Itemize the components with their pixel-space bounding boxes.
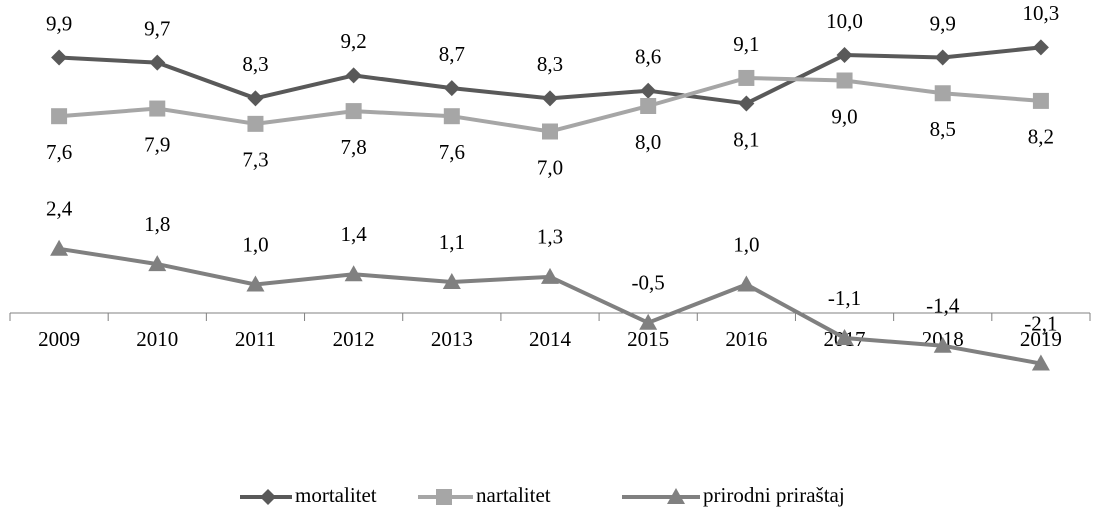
- data-point: [443, 108, 460, 125]
- data-label: 7,6: [439, 140, 465, 164]
- data-label: 9,1: [733, 32, 759, 56]
- data-label: 9,9: [930, 11, 956, 35]
- data-label: 1,4: [341, 222, 368, 246]
- data-point: [934, 85, 951, 102]
- data-label: -1,4: [926, 294, 960, 318]
- legend-label: nartalitet: [476, 483, 551, 507]
- data-point: [51, 108, 68, 125]
- data-label: 8,2: [1028, 125, 1054, 149]
- data-label: 1,8: [144, 212, 170, 236]
- data-point: [835, 329, 854, 346]
- data-point: [246, 275, 265, 292]
- data-label: 10,3: [1023, 1, 1060, 25]
- data-label: 8,5: [930, 117, 956, 141]
- data-point: [1032, 39, 1049, 56]
- data-label: -0,5: [632, 271, 665, 295]
- data-label: 8,3: [242, 52, 268, 76]
- data-label: 2,4: [46, 197, 73, 221]
- data-label: -2,1: [1024, 311, 1057, 335]
- data-label: 9,7: [144, 16, 170, 40]
- data-point: [148, 255, 167, 272]
- data-point: [934, 49, 951, 66]
- data-label: 8,3: [537, 52, 563, 76]
- data-point: [542, 123, 558, 140]
- data-point: [345, 103, 362, 120]
- x-tick-label: 2013: [431, 327, 473, 351]
- data-point: [247, 90, 264, 107]
- data-point: [247, 115, 264, 132]
- legend-label: mortalitet: [295, 483, 377, 507]
- data-point: [50, 239, 69, 256]
- data-point: [345, 67, 362, 84]
- legend-marker: [260, 489, 276, 505]
- data-point: [737, 275, 756, 292]
- data-label: 7,0: [537, 155, 563, 179]
- x-tick-label: 2016: [725, 327, 767, 351]
- data-point: [542, 90, 558, 107]
- data-point: [442, 272, 461, 289]
- legend-marker: [436, 489, 452, 505]
- data-label: 8,1: [733, 127, 759, 151]
- legend-label: prirodni priraštaj: [703, 483, 845, 507]
- data-label: 8,7: [439, 42, 465, 66]
- x-tick-label: 2009: [38, 327, 80, 351]
- data-label: 9,9: [46, 11, 72, 35]
- data-label: 1,0: [733, 232, 759, 256]
- data-label: 9,2: [341, 29, 367, 53]
- data-point: [51, 49, 68, 66]
- x-tick-label: 2014: [529, 327, 572, 351]
- data-label: 7,8: [341, 135, 367, 159]
- x-tick-label: 2011: [235, 327, 276, 351]
- data-point: [836, 47, 853, 63]
- data-label: 7,9: [144, 132, 170, 156]
- data-label: 7,3: [242, 148, 268, 172]
- data-point: [344, 265, 363, 282]
- data-label: 8,0: [635, 130, 661, 154]
- data-point: [1031, 354, 1050, 371]
- data-point: [1032, 92, 1049, 109]
- data-point: [541, 267, 559, 284]
- data-point: [640, 82, 657, 99]
- data-label: 10,0: [826, 9, 863, 33]
- data-point: [639, 313, 658, 330]
- x-tick-label: 2012: [333, 327, 375, 351]
- data-point: [443, 80, 460, 97]
- x-tick-label: 2015: [627, 327, 669, 351]
- x-tick-label: 2010: [136, 327, 178, 351]
- data-point: [738, 95, 755, 112]
- data-point: [836, 72, 853, 89]
- data-label: 1,1: [439, 230, 465, 254]
- data-point: [640, 98, 657, 114]
- data-label: 7,6: [46, 140, 72, 164]
- data-point: [149, 100, 166, 117]
- data-label: 9,0: [831, 104, 857, 128]
- data-label: 1,0: [242, 232, 268, 256]
- data-point: [738, 69, 755, 86]
- data-label: 1,3: [537, 225, 563, 249]
- data-label: -1,1: [828, 286, 861, 310]
- legend-marker: [667, 488, 685, 504]
- data-point: [149, 54, 166, 71]
- data-label: 8,6: [635, 45, 661, 69]
- data-point: [933, 336, 952, 353]
- x-tick-label: 2019: [1020, 327, 1062, 351]
